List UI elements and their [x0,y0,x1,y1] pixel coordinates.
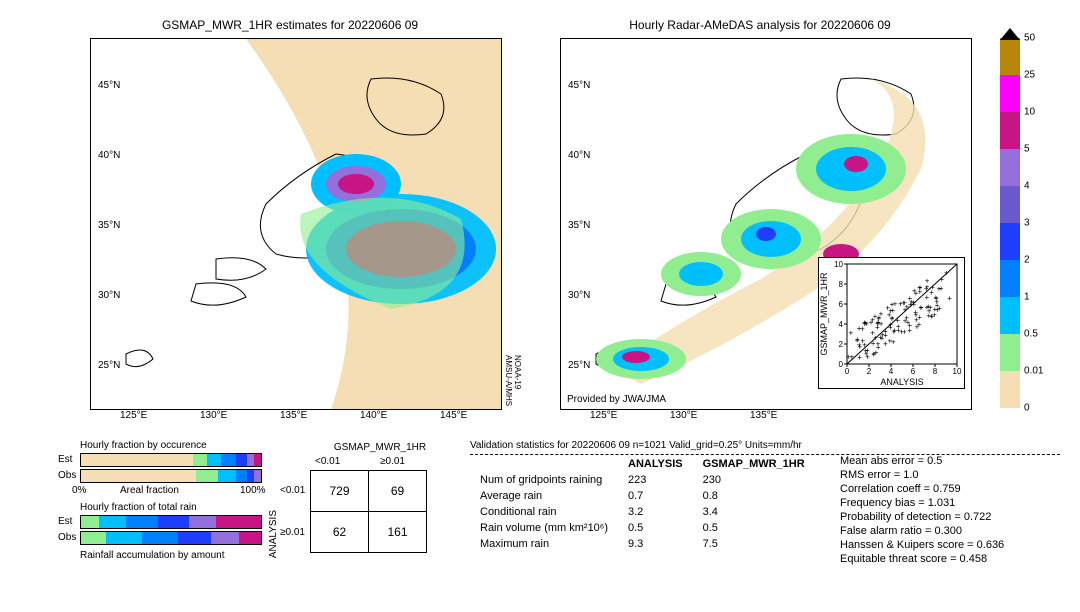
right-map-title: Hourly Radar-AMeDAS analysis for 2022060… [550,18,970,32]
fraction-tot-title: Hourly fraction of total rain [80,502,197,513]
svg-text:+: + [870,315,875,324]
fraction-bar-est-tot [80,515,262,529]
left-map-title: GSMAP_MWR_1HR estimates for 20220606 09 [80,18,500,32]
svg-text:2: 2 [839,340,844,349]
svg-text:+: + [939,275,944,284]
svg-text:+: + [896,326,901,335]
val-hdr-2: GSMAP_MWR_1HR [693,456,815,472]
svg-text:10: 10 [834,260,843,269]
svg-text:+: + [860,325,865,334]
cont-row-1: ≥0.01 [280,527,305,538]
svg-text:6: 6 [839,300,844,309]
svg-text:+: + [902,299,907,308]
svg-text:+: + [911,298,916,307]
svg-text:6: 6 [911,367,916,376]
svg-text:+: + [919,303,924,312]
svg-text:+: + [926,302,931,311]
colorbar-arrow-icon [1000,28,1020,40]
provider-label: Provided by JWA/JMA [567,394,666,405]
svg-text:GSMAP_MWR_1HR: GSMAP_MWR_1HR [819,272,829,356]
svg-text:0: 0 [839,360,844,369]
cont-col-0: <0.01 [315,456,340,467]
svg-text:+: + [864,320,869,329]
svg-text:+: + [873,334,878,343]
svg-text:+: + [904,314,909,323]
satellite-label: NOAA-19AMSU-A/MHS [504,355,522,406]
validation-left-table: ANALYSIS GSMAP_MWR_1HR Num of gridpoints… [470,456,815,552]
svg-text:+: + [857,353,862,362]
fraction-bar-obs-tot [80,531,262,545]
svg-text:+: + [907,326,912,335]
est-label-1: Est [58,454,72,465]
svg-text:+: + [930,283,935,292]
scatter-inset: ++++++++++++++++++++++++++++++++++++++++… [818,257,965,389]
svg-text:+: + [849,329,854,338]
obs-label-2: Obs [58,532,76,543]
svg-text:+: + [937,285,942,294]
svg-text:8: 8 [933,367,938,376]
obs-label-1: Obs [58,470,76,481]
left-map-panel [90,38,502,410]
cont-cell-00: 729 [311,471,369,512]
svg-text:+: + [880,330,885,339]
svg-text:+: + [891,306,896,315]
validation-title: Validation statistics for 20220606 09 n=… [470,440,802,451]
contingency-table: 72969 62161 [310,470,427,553]
svg-text:+: + [885,304,890,313]
svg-text:+: + [862,340,867,349]
svg-text:+: + [944,268,949,277]
left-map-svg [91,39,501,409]
svg-text:+: + [874,348,879,357]
colorbar: 502510543210.50.010 [1000,38,1020,408]
svg-text:+: + [925,277,930,286]
svg-text:+: + [918,287,923,296]
svg-text:+: + [912,286,917,295]
validation-metrics: Mean abs error = 0.5RMS error = 1.0Corre… [840,454,1004,566]
svg-text:10: 10 [953,367,962,376]
right-map-panel: Provided by JWA/JMA ++++++++++++++++++++… [560,38,972,410]
scatter-svg: ++++++++++++++++++++++++++++++++++++++++… [819,258,964,388]
svg-text:+: + [898,300,903,309]
svg-text:4: 4 [839,320,844,329]
fraction-bar-obs-occ [80,469,262,483]
range-0: 0% [72,485,86,496]
fraction-occ-title: Hourly fraction by occurence [80,440,207,451]
svg-text:+: + [895,316,900,325]
svg-text:+: + [864,350,869,359]
figure-root: GSMAP_MWR_1HR estimates for 20220606 09 [10,10,1070,602]
range-100: 100% [240,485,266,496]
cont-row-0: <0.01 [280,485,305,496]
val-hdr-0 [470,456,618,472]
svg-text:+: + [883,340,888,349]
svg-text:+: + [917,313,922,322]
svg-text:+: + [846,352,851,361]
cont-cell-11: 161 [369,512,427,553]
cont-col-1: ≥0.01 [380,456,405,467]
cont-cell-10: 62 [311,512,369,553]
svg-text:+: + [947,294,952,303]
svg-text:0: 0 [845,367,850,376]
fraction-accum-title: Rainfall accumulation by amount [80,550,225,561]
svg-text:+: + [879,319,884,328]
cont-cell-01: 69 [369,471,427,512]
svg-text:4: 4 [889,367,894,376]
areal-fraction-label: Areal fraction [120,485,179,496]
svg-text:ANALYSIS: ANALYSIS [880,377,923,387]
svg-text:+: + [902,328,907,337]
cont-row-axis: ANALYSIS [268,510,279,558]
svg-text:+: + [888,336,893,345]
est-label-2: Est [58,516,72,527]
svg-text:2: 2 [867,367,872,376]
contingency-title: GSMAP_MWR_1HR [320,442,440,453]
val-hdr-1: ANALYSIS [618,456,693,472]
svg-text:+: + [927,312,932,321]
svg-text:8: 8 [839,280,844,289]
fraction-bar-est-occ [80,453,262,467]
svg-text:+: + [935,298,940,307]
svg-text:+: + [855,336,860,345]
